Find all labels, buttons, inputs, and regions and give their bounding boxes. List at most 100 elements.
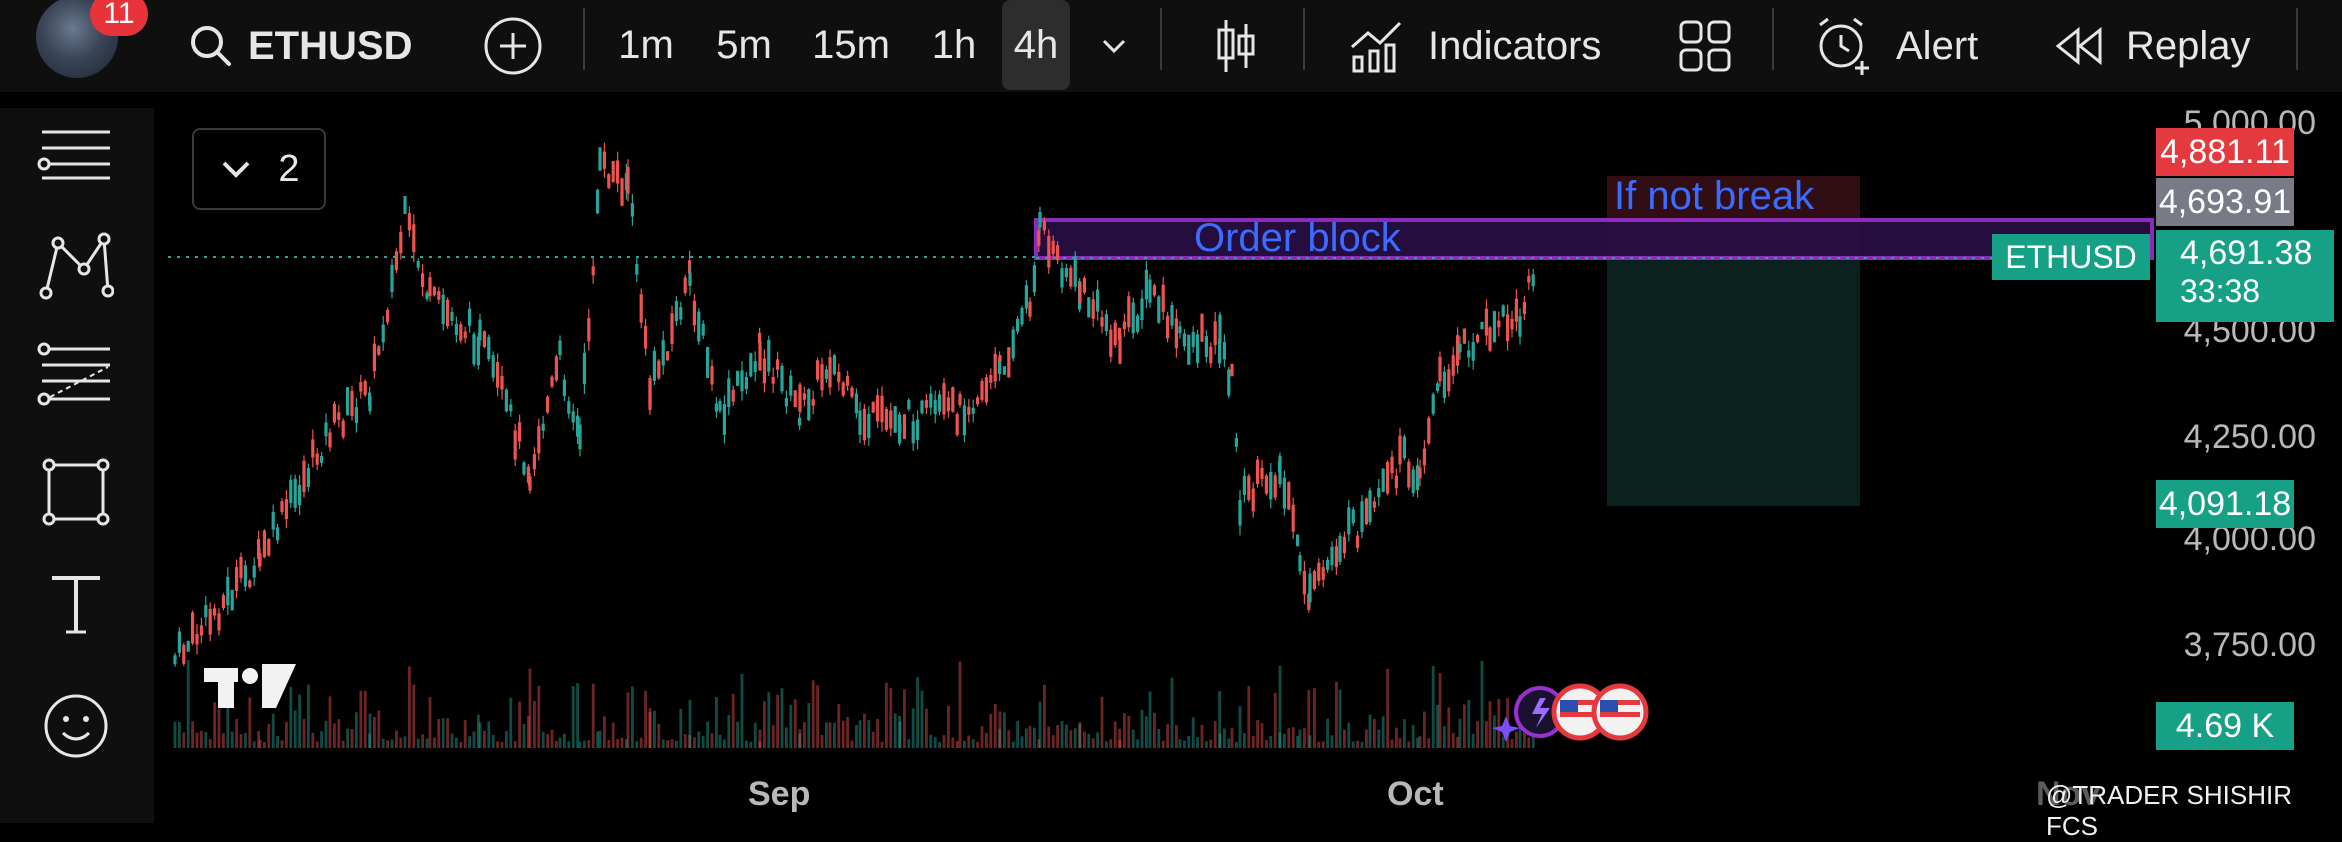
candle-body — [504, 389, 508, 412]
candle-body — [1377, 488, 1381, 498]
candle-body — [587, 318, 591, 342]
volume-bar — [679, 708, 683, 748]
candle-body — [541, 423, 545, 431]
high-price-tag: 4,881.11 — [2156, 128, 2294, 176]
candle-body — [363, 380, 367, 396]
timeframe-4h[interactable]: 4h — [1002, 0, 1070, 90]
volume-bar — [1033, 727, 1036, 748]
volume-bar — [1170, 677, 1174, 748]
candle-body — [1326, 559, 1330, 570]
events-icons[interactable] — [1492, 683, 1649, 742]
candle-body — [1091, 299, 1095, 319]
volume-bar — [567, 741, 571, 748]
candle-body — [1476, 334, 1480, 343]
timeframe-1h[interactable]: 1h — [931, 22, 977, 67]
volume-bar — [1187, 735, 1191, 748]
candle-body — [862, 408, 866, 441]
volume-bar — [807, 702, 811, 748]
pattern-tool[interactable] — [30, 220, 122, 312]
timeframe-5m[interactable]: 5m — [716, 22, 772, 67]
candle-body — [1060, 268, 1064, 288]
volume-bar — [998, 711, 1002, 748]
timeframe-15m[interactable]: 15m — [812, 22, 890, 67]
text-tool[interactable] — [30, 558, 122, 650]
volume-bar — [341, 740, 345, 748]
volume-bar — [468, 736, 471, 748]
volume-bar — [789, 704, 793, 748]
candle-body — [1518, 316, 1522, 337]
layouts-button[interactable] — [1676, 0, 1734, 92]
chart-type-button[interactable] — [1206, 0, 1266, 92]
candle-body — [239, 556, 243, 579]
rectangle-tool[interactable] — [30, 446, 122, 538]
candle-body — [1260, 467, 1264, 479]
target-zone[interactable] — [1607, 256, 1860, 506]
volume-bar — [880, 741, 884, 748]
candle-body — [1247, 475, 1251, 500]
volume-bar — [276, 735, 279, 748]
volume-bar — [1175, 725, 1178, 748]
volume-bar — [993, 703, 997, 748]
candle-body — [1187, 334, 1191, 365]
candle-body — [706, 346, 710, 379]
layout-selector[interactable]: 2 — [192, 128, 326, 210]
candle-body — [876, 395, 880, 422]
volume-bar — [1501, 736, 1505, 748]
volume-bar — [1493, 715, 1496, 748]
candle-body — [332, 403, 336, 423]
volume-bar — [1113, 721, 1117, 748]
volume-bar — [527, 716, 530, 748]
volume-bar — [412, 684, 416, 748]
search-icon — [191, 26, 231, 66]
fib-tool[interactable] — [30, 330, 122, 422]
candle-body — [674, 301, 678, 322]
if-not-break-label[interactable]: If not break — [1614, 174, 1815, 218]
volume-bar — [1307, 690, 1311, 748]
candle-body — [1047, 235, 1051, 268]
volume-bar — [998, 728, 1001, 748]
candle-body — [630, 203, 634, 217]
add-symbol-button[interactable] — [478, 0, 548, 92]
volume-bar — [858, 720, 862, 748]
candle-body — [967, 406, 971, 415]
indicators-button[interactable]: Indicators — [1348, 0, 1618, 92]
candle-body — [718, 401, 722, 411]
volume-bar — [583, 740, 586, 748]
candle-body — [432, 287, 436, 296]
candle-body — [390, 264, 394, 293]
candle-body — [850, 387, 854, 397]
candle-body — [902, 414, 906, 439]
candle-body — [1287, 481, 1291, 510]
candle-body — [1531, 274, 1535, 287]
candle-body — [1372, 501, 1376, 508]
volume-bar — [718, 734, 722, 748]
price-chart[interactable] — [0, 0, 2342, 823]
candle-body — [328, 432, 332, 448]
volume-bar — [1338, 689, 1342, 748]
crosshair-tool[interactable] — [30, 108, 122, 200]
emoji-tool[interactable] — [30, 680, 122, 772]
candle-body — [1104, 314, 1108, 332]
volume-bar — [1386, 668, 1389, 748]
candle-body — [753, 361, 757, 372]
volume-bar — [625, 739, 628, 748]
replay-button[interactable]: Replay — [2054, 0, 2274, 92]
timeframe-dropdown[interactable] — [1090, 0, 1138, 92]
candle-body — [929, 393, 933, 408]
volume-bar — [173, 721, 177, 748]
candle-body — [911, 421, 915, 444]
candle-body — [644, 325, 648, 349]
volume-bar — [368, 713, 372, 748]
symbol-search[interactable]: ETHUSD — [188, 0, 448, 92]
volume-bar — [929, 734, 933, 748]
indicators-icon — [1351, 21, 1402, 73]
timeframe-1m[interactable]: 1m — [618, 22, 674, 67]
order-block-label[interactable]: Order block — [1194, 216, 1401, 260]
alert-button[interactable]: Alert — [1812, 0, 1992, 92]
volume-bar — [289, 686, 293, 748]
candle-body — [550, 376, 554, 387]
candle-body — [276, 527, 280, 541]
volume-bar — [368, 733, 371, 748]
candle-body — [1011, 329, 1015, 359]
volume-bar — [611, 722, 615, 748]
